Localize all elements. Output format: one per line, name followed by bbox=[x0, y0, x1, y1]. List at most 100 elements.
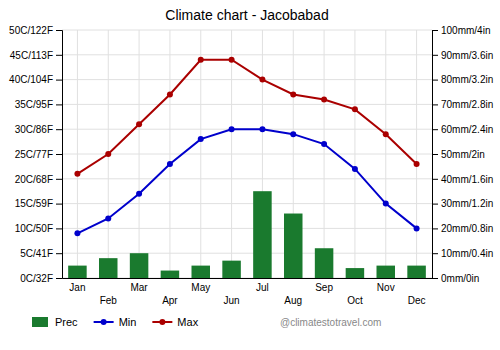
legend-item: Min bbox=[94, 316, 137, 328]
tick-label: 90mm/3.6in bbox=[441, 50, 493, 61]
marker bbox=[321, 141, 327, 147]
marker bbox=[414, 161, 420, 167]
tick: 20mm/0.8in bbox=[432, 223, 493, 234]
grid-line bbox=[139, 30, 140, 278]
tick-label: 15C/59F bbox=[15, 198, 53, 209]
tick-mark bbox=[56, 253, 62, 254]
line-series bbox=[74, 57, 419, 177]
tick-label: 80mm/3.2in bbox=[441, 74, 493, 85]
axis-line bbox=[56, 31, 63, 279]
tick-label: Jan bbox=[69, 282, 85, 293]
tick-label: Mar bbox=[130, 282, 148, 293]
tick: 20C/68F bbox=[15, 174, 62, 185]
marker bbox=[74, 171, 80, 177]
grid-line bbox=[77, 30, 78, 278]
axis-line bbox=[433, 31, 439, 279]
tick-mark bbox=[432, 204, 438, 205]
tick-mark bbox=[56, 55, 62, 56]
tick-mark bbox=[432, 154, 438, 155]
marker bbox=[383, 201, 389, 207]
tick: 5C/41F bbox=[20, 248, 62, 259]
bar bbox=[284, 214, 303, 278]
tick-mark bbox=[56, 104, 62, 105]
marker bbox=[167, 91, 173, 97]
tick-mark bbox=[432, 228, 438, 229]
marker bbox=[321, 96, 327, 102]
marker bbox=[74, 230, 80, 236]
marker bbox=[167, 161, 173, 167]
tick: 10C/50F bbox=[15, 223, 62, 234]
y-axis: 0C/32F 5C/41F 10C/50F 15C/59F 20C/68F 25C/77F… bbox=[9, 25, 62, 284]
marker bbox=[414, 225, 420, 231]
tick-label: Dec bbox=[408, 295, 426, 306]
line bbox=[77, 60, 416, 174]
grid-line bbox=[62, 30, 432, 31]
marker bbox=[136, 121, 142, 127]
tick: Nov bbox=[377, 278, 395, 293]
bar bbox=[407, 266, 426, 278]
tick-label: 25C/77F bbox=[15, 149, 53, 160]
tick: May bbox=[191, 278, 210, 293]
tick-label: 50C/122F bbox=[9, 25, 53, 36]
bar bbox=[192, 266, 211, 278]
tick-label: 10C/50F bbox=[15, 223, 53, 234]
tick: 25C/77F bbox=[15, 149, 62, 160]
legend-item: Max bbox=[152, 316, 198, 328]
tick: 40mm/1.6in bbox=[432, 174, 493, 185]
marker bbox=[198, 136, 204, 142]
grid-line bbox=[62, 79, 432, 80]
marker bbox=[198, 57, 204, 63]
tick-label: Sep bbox=[315, 282, 333, 293]
axis-line bbox=[63, 278, 433, 279]
bar bbox=[315, 248, 334, 278]
y2-axis: 0mm/0in10mm/0.4in20mm/0.8in30mm/1.2in40m… bbox=[432, 25, 493, 284]
tick-label: 0C/32F bbox=[20, 273, 53, 284]
tick: Oct bbox=[347, 278, 363, 306]
bar bbox=[161, 271, 180, 278]
tick: 100mm/4in bbox=[432, 25, 490, 36]
marker bbox=[105, 215, 111, 221]
grid-line bbox=[62, 203, 432, 204]
bar bbox=[253, 191, 272, 278]
tick-mark bbox=[56, 278, 62, 279]
marker bbox=[352, 106, 358, 112]
tick-label: 20mm/0.8in bbox=[441, 223, 493, 234]
legend-label: Min bbox=[119, 316, 137, 328]
grid-line bbox=[62, 104, 432, 105]
tick-mark bbox=[56, 129, 62, 130]
grid-line bbox=[62, 228, 432, 229]
tick-label: 40C/104F bbox=[9, 74, 53, 85]
tick-label: Jun bbox=[224, 295, 240, 306]
tick-mark bbox=[432, 278, 438, 279]
tick-label: 30C/86F bbox=[15, 124, 53, 135]
grid-line bbox=[324, 30, 325, 278]
tick: Aug bbox=[284, 278, 302, 306]
tick: 0C/32F bbox=[20, 273, 62, 284]
tick-mark bbox=[56, 80, 62, 81]
grid-line bbox=[231, 30, 232, 278]
tick-label: 5C/41F bbox=[20, 248, 53, 259]
chart: 0C/32F 5C/41F 10C/50F 15C/59F 20C/68F 25C/77F… bbox=[0, 0, 500, 350]
bar bbox=[68, 266, 87, 278]
bar bbox=[130, 253, 149, 278]
tick-label: 20C/68F bbox=[15, 174, 53, 185]
tick-label: 30mm/1.2in bbox=[441, 198, 493, 209]
marker bbox=[136, 191, 142, 197]
tick: 45C/113F bbox=[10, 50, 62, 61]
bar bbox=[99, 258, 118, 278]
tick: 50mm/2in bbox=[432, 149, 485, 160]
marker bbox=[290, 91, 296, 97]
tick: 35C/95F bbox=[15, 99, 62, 110]
tick-mark bbox=[432, 55, 438, 56]
legend: PrecMinMax bbox=[32, 316, 199, 328]
tick-label: Aug bbox=[284, 295, 302, 306]
tick: 30C/86F bbox=[15, 124, 62, 135]
tick: Sep bbox=[315, 278, 333, 293]
tick-label: 60mm/2.4in bbox=[441, 124, 493, 135]
tick-mark bbox=[432, 104, 438, 105]
grid-line bbox=[62, 54, 432, 55]
tick-label: 50mm/2in bbox=[441, 149, 485, 160]
tick: 40C/104F bbox=[9, 74, 62, 85]
tick-label: May bbox=[191, 282, 210, 293]
bar bbox=[346, 268, 365, 278]
